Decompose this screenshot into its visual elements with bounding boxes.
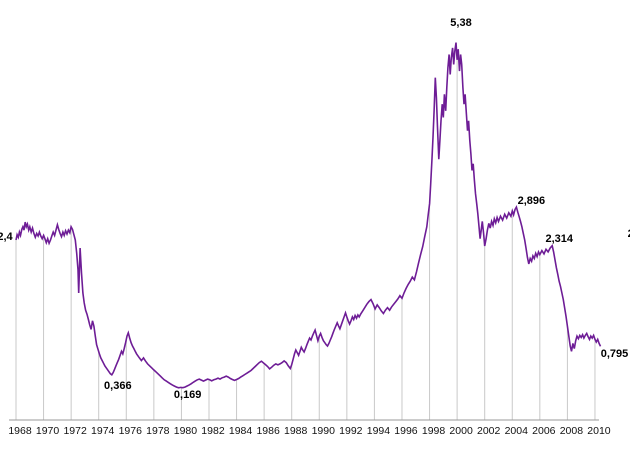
x-axis-tick-label-1974: 1974 — [91, 425, 115, 437]
x-axis-tick-label-1976: 1976 — [118, 425, 142, 437]
x-axis-tick-label-1970: 1970 — [35, 425, 60, 437]
x-axis-tick-label-1980: 1980 — [173, 425, 198, 437]
x-axis-tick-label-2006: 2006 — [532, 425, 556, 437]
x-axis-tick-label-1988: 1988 — [284, 425, 308, 437]
price-line — [15, 42, 602, 389]
x-axis-tick-label-2008: 2008 — [559, 425, 584, 437]
x-axis-tick-label-1968: 1968 — [8, 425, 32, 437]
x-axis-tick-label-1992: 1992 — [339, 425, 363, 437]
point-value-label-4: 2,896 — [517, 195, 546, 208]
point-value-label-1: 0,366 — [104, 379, 132, 392]
point-value-label-6: 0,795 — [600, 348, 629, 361]
x-axis-tick-label-1996: 1996 — [394, 425, 418, 437]
point-value-label-7: 2 — [628, 228, 630, 240]
x-axis-tick-label-1982: 1982 — [201, 425, 225, 437]
point-value-label-0: 2,4 — [0, 231, 13, 243]
point-value-label-3: 5,38 — [450, 16, 472, 29]
x-axis-tick-label-1990: 1990 — [311, 425, 335, 437]
x-axis-tick-label-1994: 1994 — [366, 425, 391, 437]
x-axis-tick-label-1998: 1998 — [421, 425, 446, 437]
x-axis-tick-label-1984: 1984 — [228, 425, 253, 437]
x-axis-tick-label-1986: 1986 — [256, 425, 280, 437]
x-axis-tick-label-2000: 2000 — [449, 425, 473, 437]
x-axis-tick-label-2010: 2010 — [587, 425, 611, 437]
x-axis-tick-label-2004: 2004 — [504, 425, 528, 437]
x-axis-tick-label-2002: 2002 — [477, 425, 501, 437]
point-value-label-2: 0,169 — [173, 388, 202, 401]
point-value-label-5: 2,314 — [545, 232, 573, 245]
x-axis-tick-label-1978: 1978 — [146, 425, 170, 437]
x-axis-tick-label-1972: 1972 — [63, 425, 87, 437]
